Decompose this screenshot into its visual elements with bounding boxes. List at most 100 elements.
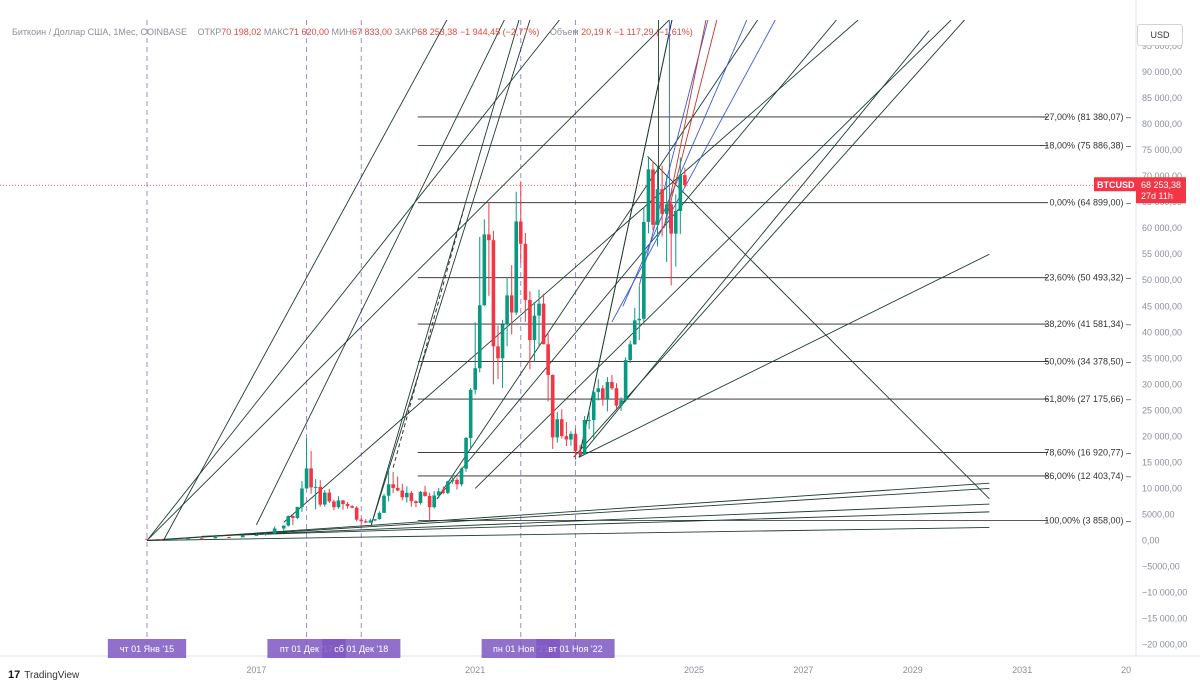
date-marker-label: пн 01 Ноя '21 bbox=[493, 644, 548, 654]
candle-body bbox=[409, 492, 414, 502]
candle-body bbox=[450, 479, 455, 482]
candle-body bbox=[559, 419, 564, 437]
candle-body bbox=[509, 295, 514, 313]
candle-body bbox=[186, 538, 190, 540]
candle-body bbox=[158, 539, 163, 541]
price-tick-label: 40 000,00 bbox=[1142, 327, 1182, 337]
fib-level-label: −18,00% (75 886,38) – bbox=[1039, 141, 1131, 151]
candle-body bbox=[318, 486, 323, 505]
candle-body bbox=[291, 516, 295, 518]
candle-body bbox=[528, 300, 532, 341]
price-tick-label: 50 000,00 bbox=[1142, 275, 1182, 285]
candle-body bbox=[414, 501, 418, 504]
candle-body bbox=[573, 433, 578, 452]
candle-body bbox=[496, 346, 500, 359]
price-tick-label: 0,00 bbox=[1142, 535, 1160, 545]
date-marker-tag[interactable] bbox=[107, 639, 187, 658]
fib-level-label: 100,00% (3 858,00) – bbox=[1044, 515, 1131, 525]
trendline bbox=[578, 20, 673, 458]
time-tick-label: 2021 bbox=[465, 665, 485, 675]
candle-body bbox=[322, 492, 327, 505]
open-value: 70 198,02 bbox=[221, 27, 262, 37]
candle-body bbox=[642, 221, 646, 319]
candle-body bbox=[464, 437, 468, 469]
candle-body bbox=[596, 388, 601, 393]
trendline-red bbox=[663, 20, 707, 229]
candle-body bbox=[601, 388, 605, 399]
candle-body bbox=[373, 519, 377, 521]
price-tick-label: 90 000,00 bbox=[1142, 67, 1182, 77]
price-tick-label: 80 000,00 bbox=[1142, 119, 1182, 129]
candle-body bbox=[505, 295, 509, 325]
tradingview-logo-icon: 17 bbox=[8, 669, 21, 681]
candle-body bbox=[364, 521, 368, 523]
price-change: −1 944,45 (−2,77%) bbox=[459, 27, 540, 37]
candle-body bbox=[336, 500, 341, 508]
price-tick-label: 30 000,00 bbox=[1142, 379, 1182, 389]
fib-level-label: 38,20% (41 581,34) – bbox=[1044, 319, 1131, 329]
time-tick-label: 2029 bbox=[903, 665, 923, 675]
candle-body bbox=[240, 535, 245, 538]
trendline bbox=[474, 20, 952, 489]
trendline bbox=[146, 527, 990, 541]
candle-body bbox=[491, 240, 496, 347]
time-tick-label: 2017 bbox=[246, 665, 266, 675]
trendline-blue bbox=[638, 20, 709, 286]
price-tick-label: 70 000,00 bbox=[1142, 171, 1182, 181]
trendline bbox=[163, 20, 448, 541]
candle-body bbox=[263, 533, 268, 535]
candle-body bbox=[350, 506, 354, 508]
candle-body bbox=[487, 234, 491, 241]
candle-body bbox=[423, 491, 427, 496]
candle-body bbox=[400, 490, 405, 498]
candle-body bbox=[473, 368, 477, 390]
candle-body bbox=[541, 303, 546, 345]
candle-body bbox=[482, 234, 487, 306]
date-marker-tag[interactable] bbox=[536, 639, 615, 658]
candle-body bbox=[569, 433, 573, 440]
date-marker-label: чт 01 Янв '15 bbox=[120, 644, 174, 654]
fib-level-label: 78,60% (16 920,77) – bbox=[1044, 447, 1131, 457]
candle-body bbox=[199, 538, 204, 540]
plot-layer bbox=[0, 20, 1136, 541]
candle-body bbox=[405, 492, 409, 498]
trendline bbox=[578, 253, 990, 458]
symbol-tag-label: BTCUSD bbox=[1097, 180, 1135, 190]
candle-body bbox=[477, 305, 482, 369]
candle-body bbox=[619, 400, 623, 406]
countdown-label: 27d 11h bbox=[1141, 191, 1173, 201]
candle-body bbox=[332, 501, 336, 508]
symbol-legend: Биткоин / Доллар США, 1Мес, COINBASE ОТК… bbox=[12, 27, 693, 37]
candle-body bbox=[172, 539, 177, 541]
candle-body bbox=[669, 204, 673, 234]
fib-level-label: 61,80% (27 175,66) – bbox=[1044, 394, 1131, 404]
candle-body bbox=[441, 491, 446, 493]
price-tick-label: −5000,00 bbox=[1142, 562, 1180, 572]
trendline-red bbox=[666, 20, 718, 218]
candle-body bbox=[386, 484, 391, 496]
price-tick-label: 85 000,00 bbox=[1142, 93, 1182, 103]
date-marker-label: вт 01 Ноя '22 bbox=[548, 644, 602, 654]
candle-body bbox=[655, 189, 660, 225]
candle-body bbox=[391, 484, 395, 488]
candle-body bbox=[432, 495, 436, 508]
price-tick-label: 45 000,00 bbox=[1142, 301, 1182, 311]
price-tick-label: 5000,00 bbox=[1142, 509, 1175, 519]
tradingview-logo[interactable]: 17 TradingView bbox=[8, 669, 79, 681]
price-tick-label: 60 000,00 bbox=[1142, 223, 1182, 233]
fib-level-label: 23,60% (50 493,32) – bbox=[1044, 273, 1131, 283]
date-marker-tag[interactable] bbox=[322, 639, 401, 658]
time-tick-label: 2027 bbox=[793, 665, 813, 675]
trendline bbox=[201, 503, 990, 537]
trendline bbox=[146, 20, 560, 541]
price-tick-label: 25 000,00 bbox=[1142, 405, 1182, 415]
candle-body bbox=[546, 344, 550, 375]
currency-button[interactable]: USD bbox=[1137, 24, 1183, 46]
close-value: 68 253,38 bbox=[417, 27, 458, 37]
time-tick-label: 20 bbox=[1121, 665, 1131, 675]
trendline bbox=[283, 20, 859, 523]
candle-body bbox=[614, 388, 619, 406]
candle-body bbox=[646, 169, 651, 222]
